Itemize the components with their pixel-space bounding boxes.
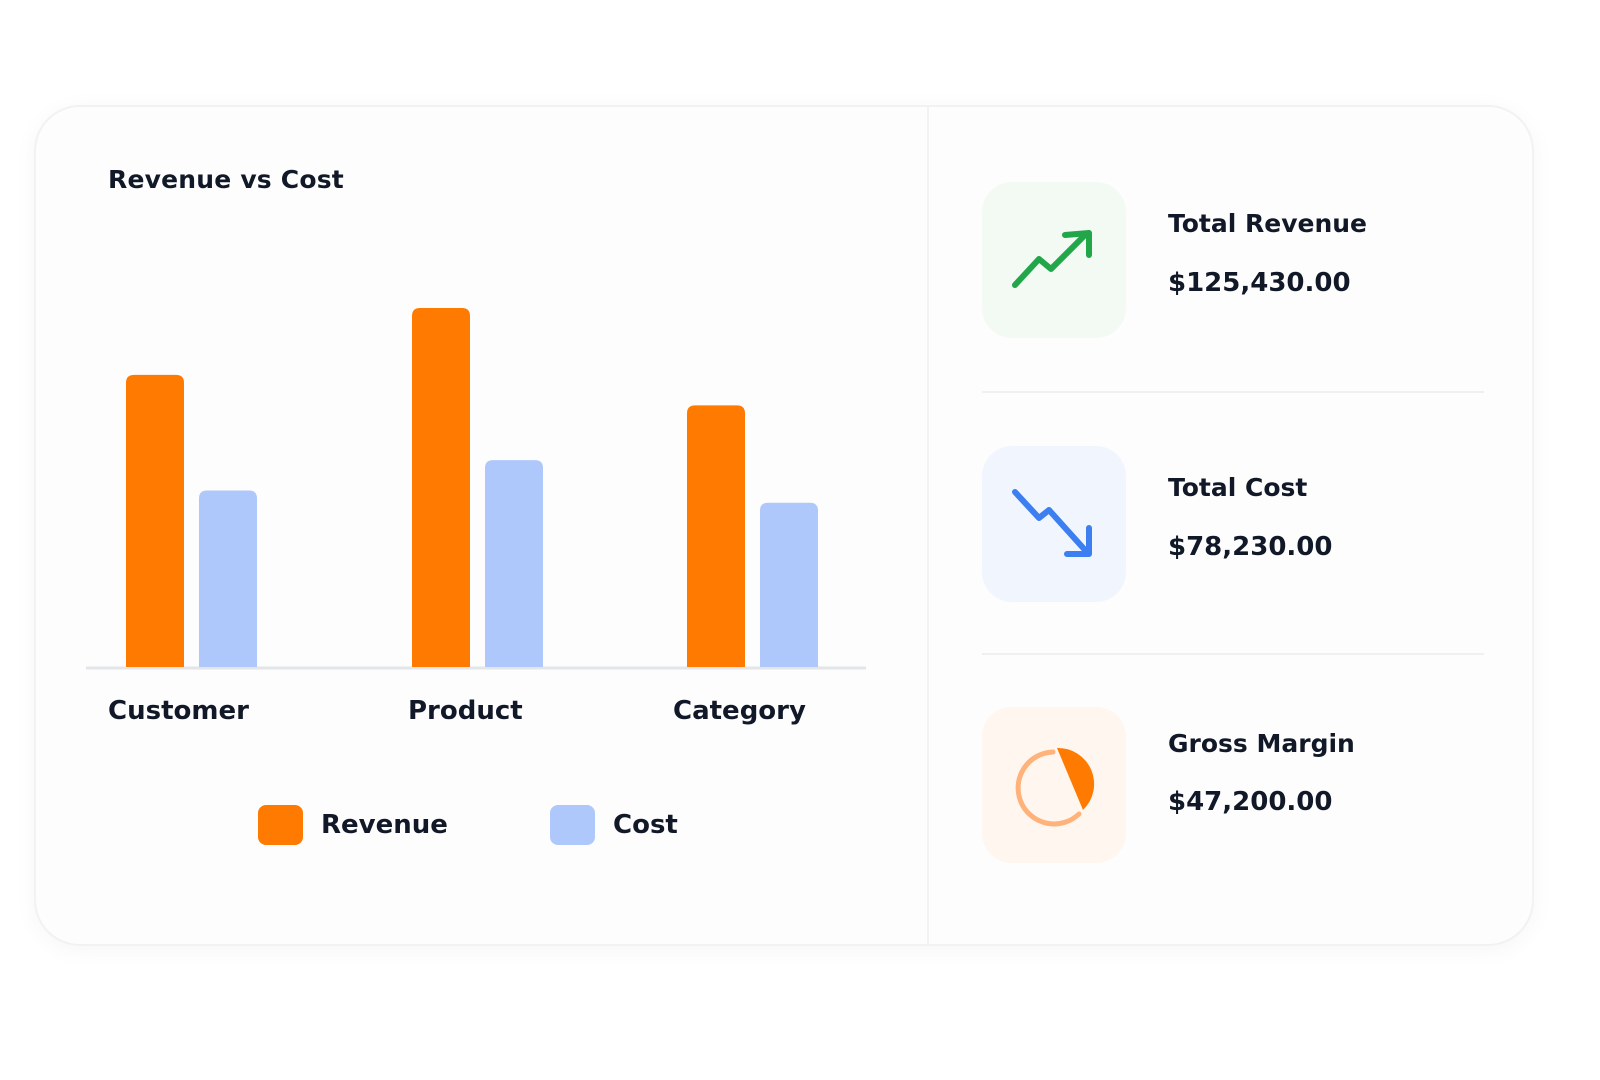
x-tick-label: Product: [408, 696, 523, 726]
bar-cost-customer: [199, 490, 257, 667]
trending-down-icon: [1012, 489, 1092, 557]
panel-divider: [927, 107, 929, 944]
margin-icon-box: [982, 707, 1126, 863]
stat-label: Total Revenue: [1168, 209, 1368, 238]
stat-divider: [982, 391, 1484, 393]
bar-revenue-customer: [126, 374, 184, 667]
chart-title: Revenue vs Cost: [108, 165, 344, 194]
x-tick-label: Category: [673, 696, 806, 726]
legend-label-revenue: Revenue: [321, 810, 448, 840]
bar-chart: Customer Product Category: [86, 308, 866, 726]
legend-swatch-revenue: [258, 805, 303, 845]
bar-revenue-category: [687, 405, 745, 667]
stat-value: $125,430.00: [1168, 268, 1351, 298]
cost-icon-box: [982, 446, 1126, 602]
stat-divider: [982, 653, 1484, 655]
revenue-icon-box: [982, 182, 1126, 338]
stat-total-cost: Total Cost $78,230.00: [982, 446, 1484, 602]
stat-label: Gross Margin: [1168, 729, 1355, 758]
bar-revenue-product: [412, 308, 470, 667]
trending-up-icon: [1012, 230, 1092, 288]
stat-value: $78,230.00: [1168, 532, 1333, 562]
pie-chart-icon: [1015, 747, 1095, 827]
bar-cost-product: [485, 460, 543, 667]
bar-cost-category: [760, 502, 818, 667]
stat-value: $47,200.00: [1168, 787, 1333, 817]
dashboard-card: Revenue vs Cost Customer Product Category …: [34, 105, 1534, 946]
legend-item-cost: Cost: [550, 804, 678, 846]
stat-label: Total Cost: [1168, 473, 1308, 502]
legend-swatch-cost: [550, 805, 595, 845]
stat-total-revenue: Total Revenue $125,430.00: [982, 182, 1484, 338]
legend-label-cost: Cost: [613, 810, 678, 840]
x-tick-label: Customer: [108, 696, 249, 726]
stat-gross-margin: Gross Margin $47,200.00: [982, 707, 1484, 863]
legend-item-revenue: Revenue: [258, 804, 448, 846]
